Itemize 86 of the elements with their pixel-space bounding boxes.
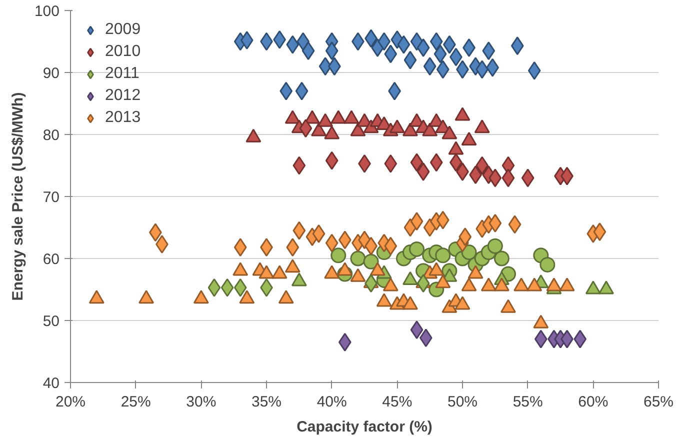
point [384,236,398,256]
point [378,32,391,51]
point [292,156,306,175]
legend-label: 2009 [105,21,141,39]
point [476,60,489,79]
legend-label: 2012 [105,87,141,105]
legend-label: 2011 [105,65,140,83]
point [416,274,430,293]
point [508,215,522,234]
point [325,42,338,60]
point [397,35,410,54]
y-tick-label: 90 [42,65,60,82]
x-tick-label: 45% [382,394,412,410]
y-tick-label: 60 [42,251,60,268]
point [482,42,496,60]
point [325,151,338,170]
point [436,60,450,79]
x-tick-label: 55% [512,394,543,410]
point [430,32,443,51]
point [488,214,502,232]
point [430,153,443,172]
point [220,278,234,297]
y-tick-label: 50 [42,313,60,330]
point [410,320,424,340]
point [286,35,300,54]
point [302,42,315,60]
x-tick-label: 35% [251,394,282,410]
point [410,212,424,231]
point [234,278,247,297]
y-tick-label: 40 [42,375,60,392]
legend-label: 2010 [105,43,141,61]
point [488,168,502,188]
x-tick-label: 30% [186,394,216,410]
point [240,31,254,50]
point [363,254,379,270]
point [423,57,436,76]
point [208,278,221,297]
point [593,222,606,242]
point [312,224,326,243]
point [350,250,366,266]
point [434,44,447,64]
point [494,250,510,266]
point [292,221,306,240]
x-tick-label: 50% [447,394,478,410]
point [330,248,346,264]
point [534,330,548,348]
point [410,153,424,172]
point [338,332,352,352]
point [502,168,515,188]
point [296,32,310,51]
x-tick-label: 20% [55,394,86,410]
point [325,234,338,252]
point [458,228,472,246]
x-tick-label: 60% [578,394,608,410]
point [476,156,489,175]
point [295,82,308,100]
point [409,241,425,257]
point [234,238,247,257]
point [384,154,398,173]
point [338,230,352,250]
point [521,168,534,188]
y-tick-label: 100 [34,3,60,20]
point [574,330,587,348]
point [419,328,432,348]
point [528,61,541,80]
point [540,256,556,272]
y-tick-label: 70 [42,189,60,206]
point [435,248,451,264]
point [436,210,450,230]
point [510,36,524,56]
point [280,82,293,100]
point [404,50,417,70]
legend-label: 2013 [105,109,141,127]
x-tick-label: 25% [120,394,151,410]
x-tick-label: 65% [643,394,674,410]
point [299,119,312,138]
point [416,38,430,57]
point [384,44,398,64]
point [286,238,300,257]
point [487,238,503,254]
x-axis-title: Capacity factor (%) [296,418,432,436]
x-tick-label: 40% [316,394,347,410]
point [416,162,430,181]
y-axis-title: Energy sale Price (US$/MWh) [9,92,26,301]
y-tick-label: 80 [42,127,60,144]
point [318,57,332,76]
